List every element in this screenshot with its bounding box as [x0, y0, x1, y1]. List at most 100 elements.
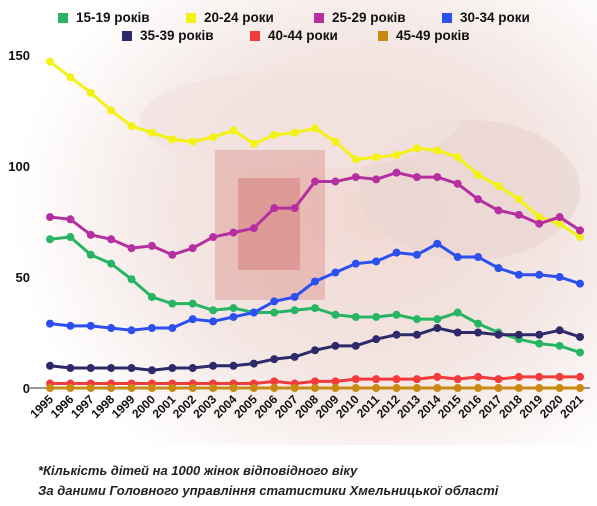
- data-point: [86, 364, 95, 373]
- data-point: [249, 359, 258, 368]
- data-point: [576, 384, 584, 392]
- data-point: [433, 239, 442, 248]
- data-point: [86, 384, 95, 392]
- data-point: [46, 319, 54, 328]
- data-point: [86, 250, 95, 259]
- data-point: [290, 306, 299, 315]
- series-4: [46, 324, 584, 375]
- legend-item: 35-39 років: [122, 28, 214, 43]
- data-point: [209, 384, 218, 392]
- data-point: [270, 384, 279, 392]
- legend-label: 15-19 років: [76, 10, 150, 25]
- legend-item: 20-24 роки: [186, 10, 274, 25]
- data-point: [147, 128, 156, 137]
- data-point: [412, 384, 421, 392]
- data-point: [392, 248, 401, 257]
- data-point: [290, 352, 299, 361]
- data-point: [392, 330, 401, 339]
- legend-swatch: [378, 30, 388, 41]
- data-point: [229, 228, 238, 237]
- data-point: [392, 168, 401, 177]
- x-tick-label: 2021: [557, 392, 586, 421]
- data-point: [229, 312, 238, 321]
- data-point: [555, 213, 564, 222]
- legend-label: 30-34 роки: [460, 10, 530, 25]
- data-point: [127, 384, 136, 392]
- legend-swatch: [314, 12, 324, 23]
- data-point: [372, 175, 381, 184]
- data-point: [107, 259, 116, 268]
- data-point: [535, 213, 544, 222]
- data-point: [46, 213, 54, 222]
- data-point: [147, 324, 156, 333]
- data-point: [351, 384, 360, 392]
- data-point: [188, 299, 197, 308]
- data-point: [107, 106, 116, 115]
- data-point: [331, 268, 340, 277]
- data-point: [127, 364, 136, 373]
- legend-item: 15-19 років: [58, 10, 150, 25]
- data-point: [576, 332, 584, 341]
- series-0: [46, 233, 584, 357]
- data-point: [331, 137, 340, 146]
- data-point: [147, 384, 156, 392]
- series-3: [46, 239, 584, 335]
- data-point: [270, 204, 279, 213]
- data-point: [331, 310, 340, 319]
- data-point: [127, 122, 136, 131]
- legend-swatch: [442, 12, 452, 23]
- data-point: [453, 179, 462, 188]
- data-point: [351, 341, 360, 350]
- series-line: [49, 242, 581, 332]
- data-point: [453, 308, 462, 317]
- data-point: [46, 57, 54, 66]
- data-point: [372, 384, 381, 392]
- data-point: [168, 299, 177, 308]
- data-point: [331, 177, 340, 186]
- data-point: [209, 317, 218, 326]
- data-point: [209, 133, 218, 142]
- y-tick-label: 150: [8, 48, 30, 63]
- data-point: [433, 315, 442, 324]
- data-point: [433, 324, 442, 333]
- legend-label: 40-44 роки: [268, 28, 338, 43]
- data-point: [270, 297, 279, 306]
- footnote: *Кількість дітей на 1000 жінок відповідн…: [38, 463, 358, 478]
- legend-swatch: [58, 12, 68, 23]
- data-point: [535, 330, 544, 339]
- data-point: [188, 315, 197, 324]
- data-point: [270, 308, 279, 317]
- data-point: [412, 375, 421, 384]
- data-point: [494, 181, 503, 190]
- data-point: [372, 375, 381, 384]
- y-tick-label: 100: [8, 159, 30, 174]
- legend-swatch: [186, 12, 196, 23]
- data-point: [86, 230, 95, 239]
- data-point: [433, 173, 442, 182]
- data-point: [147, 292, 156, 301]
- data-point: [433, 384, 442, 392]
- legend-label: 45-49 років: [396, 28, 470, 43]
- data-point: [494, 330, 503, 339]
- data-point: [372, 335, 381, 344]
- data-point: [474, 253, 483, 262]
- data-point: [147, 366, 156, 375]
- data-point: [46, 235, 54, 244]
- data-point: [535, 384, 544, 392]
- data-point: [168, 324, 177, 333]
- data-point: [514, 210, 523, 219]
- data-point: [46, 361, 54, 370]
- data-point: [270, 130, 279, 139]
- data-point: [535, 339, 544, 348]
- data-point: [107, 235, 116, 244]
- data-point: [433, 146, 442, 155]
- data-point: [147, 241, 156, 250]
- data-point: [46, 384, 54, 392]
- data-point: [66, 321, 75, 330]
- data-point: [555, 326, 564, 335]
- data-point: [494, 375, 503, 384]
- data-point: [351, 375, 360, 384]
- data-point: [392, 310, 401, 319]
- y-tick-label: 0: [23, 381, 30, 396]
- data-point: [331, 377, 340, 386]
